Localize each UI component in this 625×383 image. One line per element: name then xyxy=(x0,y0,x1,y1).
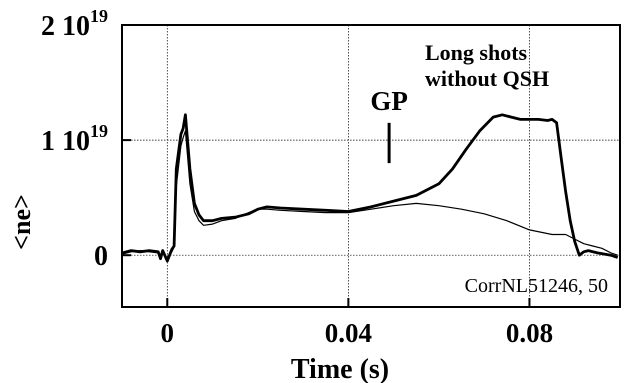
x-tick-label-2: 0.08 xyxy=(506,318,553,348)
y-tick-label-1: 1 1019 xyxy=(41,121,108,157)
series-layer xyxy=(122,113,619,263)
ticks-layer: 0 0.04 0.08 0 1 1019 2 1019 xyxy=(41,6,553,348)
y-axis-label: <ne> xyxy=(7,194,36,250)
annotation-long-shots: Long shots xyxy=(425,40,528,65)
grid xyxy=(122,24,620,307)
series-line-thick xyxy=(122,113,619,263)
x-axis-label: Time (s) xyxy=(291,354,389,383)
x-tick-label-0: 0 xyxy=(161,318,175,348)
series-line-thin xyxy=(122,130,618,261)
y-tick-label-2: 2 1019 xyxy=(41,6,108,42)
x-tick-label-1: 0.04 xyxy=(325,318,372,348)
annotation-without-qsh: without QSH xyxy=(425,66,549,91)
gp-label: GP xyxy=(370,86,408,116)
y-tick-label-0: 0 xyxy=(94,241,108,272)
annotation-shot-id: CorrNL51246, 50 xyxy=(465,275,608,297)
